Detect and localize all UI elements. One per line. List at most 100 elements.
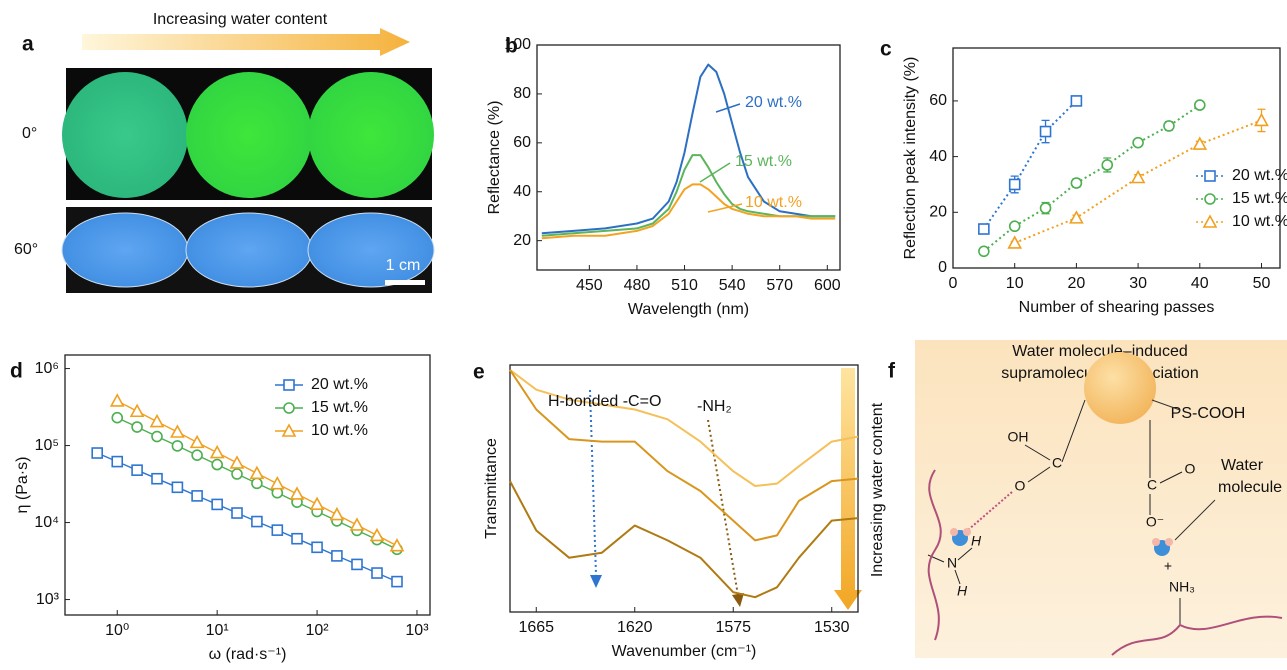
particle [1084, 352, 1156, 424]
marker [289, 486, 305, 500]
marker [151, 472, 163, 485]
marker [209, 444, 225, 459]
series-label: 20 wt.% [745, 94, 802, 111]
marker [111, 411, 124, 424]
bond [1159, 471, 1183, 484]
plot-frame [509, 364, 859, 613]
marker [1101, 159, 1114, 171]
panel-label: c [880, 38, 892, 61]
x-tick-label: 10⁰ [105, 622, 129, 639]
marker [349, 517, 365, 531]
y-tick-label: 0 [938, 259, 947, 276]
marker [291, 532, 303, 545]
legend-label: 20 wt.% [311, 376, 368, 393]
legend-marker [283, 379, 295, 391]
photo-title: Increasing water content [153, 11, 328, 28]
series-line [983, 104, 1201, 253]
marker [229, 455, 245, 469]
atom: NH₃ [1169, 579, 1195, 595]
marker [391, 575, 403, 588]
marker [1070, 177, 1083, 189]
marker [329, 506, 345, 521]
marker [171, 440, 184, 452]
x-tick-label: 40 [1191, 275, 1209, 292]
angle-label: 0° [22, 125, 37, 142]
marker [191, 490, 203, 502]
x-tick-label: 20 [1067, 275, 1085, 292]
atom: O [1015, 478, 1026, 494]
h-bond [967, 491, 1013, 531]
water-icon [950, 528, 971, 546]
panel-label: f [888, 360, 896, 383]
marker [249, 465, 265, 480]
marker [149, 413, 165, 428]
x-tick-label: 1575 [715, 619, 751, 636]
panel-label: d [10, 360, 23, 383]
x-tick-label: 50 [1253, 275, 1271, 292]
x-tick-label: 1620 [617, 619, 653, 636]
y-axis-title: Reflectance (%) [486, 101, 503, 215]
atom: + [1164, 558, 1172, 574]
legend-label: 10 wt.% [311, 422, 368, 439]
diagram-panel: f Water molecule–induced supramolecular … [888, 340, 1287, 658]
particle-label: PS-COOH [1171, 405, 1246, 422]
series-line [509, 369, 859, 542]
marker [369, 527, 385, 542]
annotation: Increasing water content [869, 402, 886, 577]
marker [331, 550, 343, 562]
y-tick-label: 40 [513, 183, 531, 200]
marker [1254, 112, 1269, 127]
x-tick-label: 10³ [405, 622, 429, 639]
x-axis-title: Wavelength (nm) [628, 301, 749, 318]
marker [129, 403, 145, 418]
bond [954, 569, 961, 585]
pointer [1174, 499, 1216, 541]
panel-label: b [505, 35, 518, 58]
series-line [541, 63, 836, 235]
y-axis-title: Reflection peak intensity (%) [902, 57, 919, 260]
series-line [96, 452, 398, 583]
bond [1024, 444, 1051, 461]
y-tick-label: 40 [929, 148, 947, 165]
marker [251, 515, 263, 528]
marker [91, 447, 103, 459]
marker [1007, 235, 1023, 249]
water-label: molecule [1218, 479, 1282, 496]
sample [61, 212, 189, 288]
marker [1008, 220, 1021, 233]
x-tick-label: 450 [576, 277, 603, 294]
y-axis-title: Transmittance [483, 438, 500, 539]
y-tick-label: 100 [504, 36, 531, 53]
marker [1193, 99, 1206, 111]
marker [978, 223, 990, 235]
legend-label: 15 wt.% [311, 399, 368, 416]
x-tick-label: 1665 [518, 619, 554, 636]
marker [171, 481, 184, 494]
plot-frame [536, 44, 841, 271]
atom: C [1052, 455, 1062, 471]
panel-label: e [473, 361, 485, 384]
marker [271, 524, 284, 536]
marker [371, 567, 383, 579]
water-label: Water [1221, 457, 1264, 474]
e-overlay [589, 368, 862, 610]
marker [351, 558, 363, 571]
atom: H [957, 583, 968, 599]
scale-bar [385, 280, 425, 285]
y-tick-label: 60 [513, 134, 531, 151]
marker [1039, 202, 1052, 214]
y-tick-label: 10⁴ [34, 514, 59, 531]
marker [311, 541, 323, 554]
atom: O [1185, 461, 1196, 477]
marker [189, 434, 205, 449]
pointer [715, 103, 741, 113]
polymer-chain [927, 469, 942, 641]
legend-marker [283, 402, 295, 414]
marker [131, 421, 143, 433]
marker [978, 245, 990, 258]
series-line [541, 183, 836, 240]
legend-marker [1204, 170, 1216, 182]
scale-label: 1 cm [386, 257, 421, 274]
angle-label: 60° [14, 241, 38, 258]
